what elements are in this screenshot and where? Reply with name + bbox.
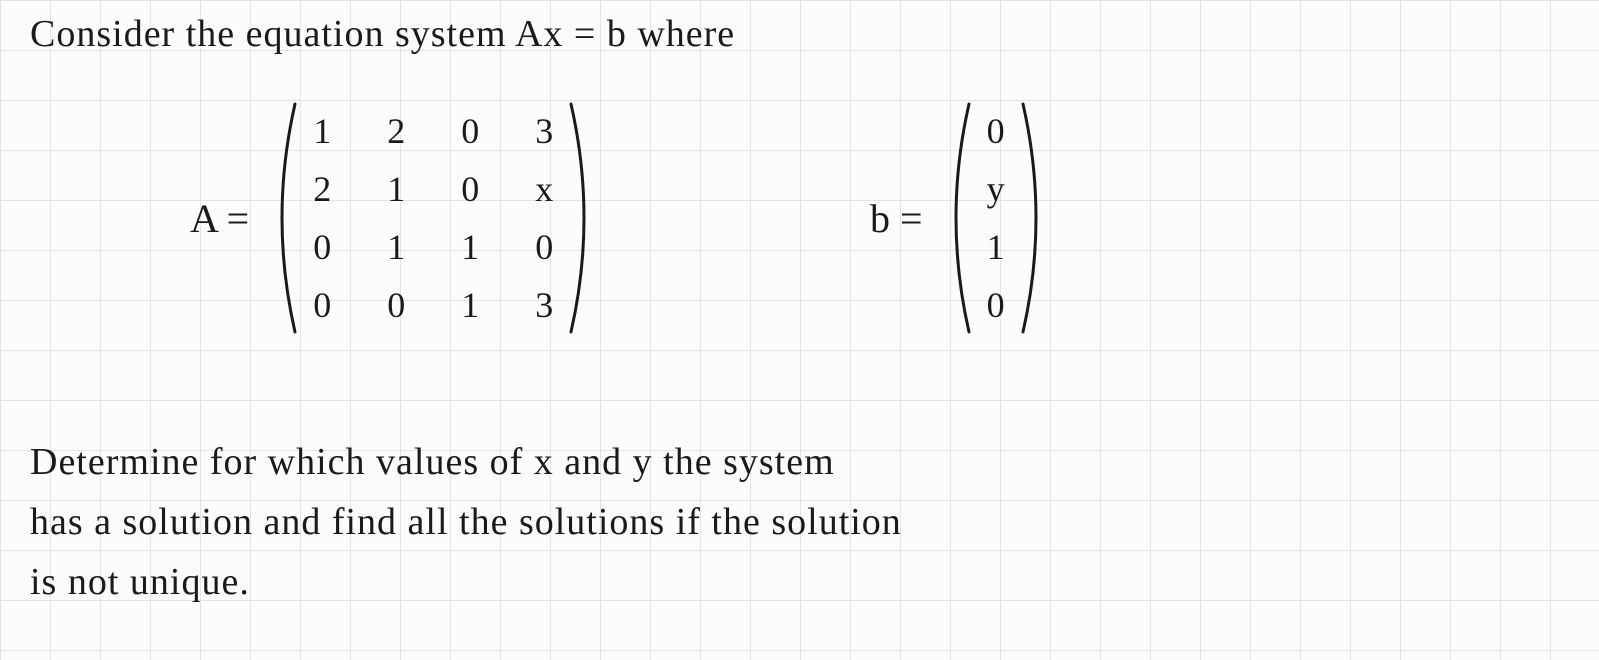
vector-b-label: b = <box>870 195 923 242</box>
cell: 2 <box>387 110 405 152</box>
cell: 0 <box>987 284 1005 326</box>
cell: 1 <box>387 168 405 210</box>
matrix-A-label: A = <box>190 195 249 242</box>
cell: y <box>987 168 1005 210</box>
cell: 2 <box>313 168 331 210</box>
matrix-A: 1 2 0 3 2 1 0 x 0 1 1 0 0 0 1 3 <box>265 100 601 336</box>
paren-right-icon <box>1017 100 1053 336</box>
text-line-3: Determine for which values of x and y th… <box>30 440 835 484</box>
matrix-A-grid: 1 2 0 3 2 1 0 x 0 1 1 0 0 0 1 3 <box>301 100 565 336</box>
text-line-1: Consider the equation system Ax = b wher… <box>30 12 735 56</box>
cell: x <box>535 168 553 210</box>
vector-b: 0 y 1 0 <box>939 100 1053 336</box>
cell: 3 <box>535 110 553 152</box>
cell: 0 <box>535 226 553 268</box>
cell: 1 <box>313 110 331 152</box>
paren-left-icon <box>265 100 301 336</box>
cell: 3 <box>535 284 553 326</box>
cell: 0 <box>313 284 331 326</box>
cell: 1 <box>461 284 479 326</box>
vector-b-block: b = 0 y 1 0 <box>870 100 1053 336</box>
cell: 1 <box>387 226 405 268</box>
paren-right-icon <box>565 100 601 336</box>
cell: 0 <box>313 226 331 268</box>
paren-left-icon <box>939 100 975 336</box>
cell: 1 <box>987 226 1005 268</box>
matrix-A-block: A = 1 2 0 3 2 1 0 x 0 1 1 0 0 0 1 3 <box>190 100 601 336</box>
text-line-4: has a solution and find all the solution… <box>30 500 902 544</box>
cell: 1 <box>461 226 479 268</box>
cell: 0 <box>461 110 479 152</box>
cell: 0 <box>461 168 479 210</box>
vector-b-grid: 0 y 1 0 <box>975 100 1017 336</box>
cell: 0 <box>387 284 405 326</box>
text-line-5: is not unique. <box>30 560 250 604</box>
cell: 0 <box>987 110 1005 152</box>
